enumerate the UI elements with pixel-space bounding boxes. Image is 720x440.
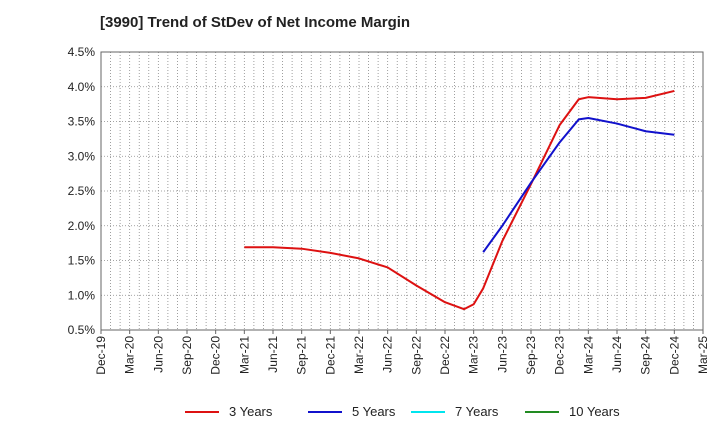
legend-label: 5 Years <box>352 404 396 419</box>
legend-item: 5 Years <box>308 404 395 419</box>
x-tick-label: Mar-21 <box>237 336 251 374</box>
x-tick-label: Mar-20 <box>123 336 137 374</box>
x-tick-label: Mar-25 <box>696 336 710 374</box>
y-tick-label: 0.5% <box>68 323 96 337</box>
x-tick-label: Sep-20 <box>180 336 194 375</box>
y-tick-label: 1.5% <box>68 254 96 268</box>
series-line-5-years <box>482 117 675 253</box>
x-tick-label: Dec-23 <box>553 336 567 375</box>
legend-swatch <box>525 410 559 413</box>
x-tick-label: Jun-20 <box>151 336 165 373</box>
chart-legend: 3 Years 5 Years 7 Years 10 Years <box>0 404 720 426</box>
x-tick-label: Sep-23 <box>524 336 538 375</box>
x-tick-label: Dec-20 <box>209 336 223 375</box>
y-tick-label: 2.5% <box>68 184 96 198</box>
x-tick-label: Mar-22 <box>352 336 366 374</box>
x-tick-label: Jun-21 <box>266 336 280 373</box>
x-tick-label: Sep-22 <box>409 336 423 375</box>
x-tick-label: Jun-24 <box>610 336 624 373</box>
x-tick-label: Jun-22 <box>381 336 395 373</box>
y-tick-label: 3.0% <box>68 149 96 163</box>
series-line-3-years <box>244 89 675 311</box>
x-tick-label: Dec-21 <box>323 336 337 375</box>
plot-frame <box>100 51 704 331</box>
legend-item: 7 Years <box>411 404 498 419</box>
legend-label: 10 Years <box>569 404 620 419</box>
y-tick-label: 1.0% <box>68 288 96 302</box>
legend-item: 3 Years <box>185 404 272 419</box>
legend-swatch <box>185 410 219 413</box>
y-tick-label: 4.5% <box>68 45 96 59</box>
chart-title: [3990] Trend of StDev of Net Income Marg… <box>100 14 411 31</box>
legend-label: 7 Years <box>455 404 499 419</box>
legend-label: 3 Years <box>229 404 273 419</box>
x-tick-label: Dec-24 <box>667 336 681 375</box>
legend-item: 10 Years <box>525 404 620 419</box>
x-tick-label: Sep-24 <box>639 336 653 375</box>
y-tick-label: 4.0% <box>68 80 96 94</box>
y-tick-label: 3.5% <box>68 115 96 129</box>
x-tick-label: Sep-21 <box>295 336 309 375</box>
x-tick-label: Jun-23 <box>495 336 509 373</box>
x-tick-label: Dec-22 <box>438 336 452 375</box>
x-tick-label: Mar-23 <box>467 336 481 374</box>
x-tick-label: Mar-24 <box>581 336 595 374</box>
legend-swatch <box>308 410 342 413</box>
x-tick-label: Dec-19 <box>94 336 108 375</box>
legend-swatch <box>411 410 445 413</box>
y-tick-label: 2.0% <box>68 219 96 233</box>
